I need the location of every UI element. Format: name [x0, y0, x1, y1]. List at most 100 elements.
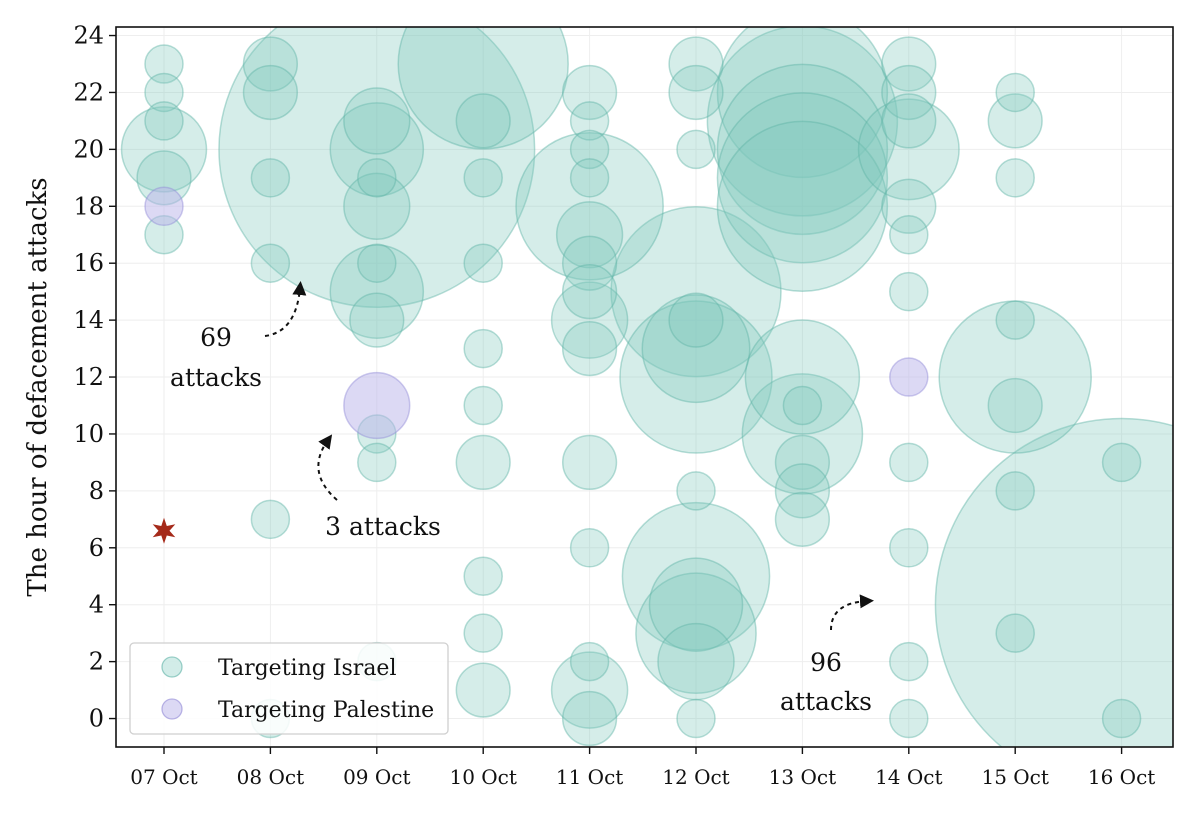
y-tick-label: 16: [73, 249, 104, 277]
bubble-israel: [455, 434, 511, 491]
bubble-israel: [995, 72, 1035, 113]
x-tick-label: 07 Oct: [130, 765, 197, 789]
bubble-israel: [676, 129, 716, 170]
bubble-israel: [774, 434, 831, 491]
x-tick-label: 09 Oct: [343, 765, 410, 789]
bubble-israel: [561, 320, 618, 377]
legend-label-palestine: Targeting Palestine: [218, 698, 434, 723]
bubble-israel: [641, 294, 751, 404]
y-tick-label: 10: [73, 420, 104, 448]
bubble-israel: [550, 281, 629, 359]
bubble-israel: [561, 264, 618, 320]
annotation-69-attacks: 69 attacks: [170, 281, 307, 392]
bubble-palestine: [889, 357, 929, 397]
bubble-israel: [716, 92, 889, 264]
bubble-israel: [774, 491, 831, 547]
annotation-3-attacks: 3 attacks: [317, 434, 441, 541]
bubble-israel: [889, 528, 929, 568]
bubble-israel: [144, 72, 184, 113]
bubble-israel: [357, 442, 397, 483]
bubble-israel: [463, 328, 503, 369]
annotation-96-arrow: [830, 594, 874, 631]
bubble-israel: [561, 434, 618, 491]
bubble-israel: [995, 613, 1035, 653]
bubble-israel: [569, 129, 610, 170]
bubble-israel: [706, 27, 899, 217]
bubble-israel: [782, 385, 823, 426]
bubble-israel: [889, 271, 929, 312]
x-tick-label: 16 Oct: [1088, 765, 1155, 789]
x-tick-label: 08 Oct: [237, 765, 304, 789]
y-tick-label: 2: [89, 648, 104, 676]
bubble-israel: [889, 698, 929, 739]
y-tick-label: 24: [73, 22, 104, 50]
bubble-israel: [242, 64, 299, 121]
bubble-israel: [668, 64, 724, 121]
bubble-palestine: [144, 186, 184, 227]
x-tick-label: 12 Oct: [662, 765, 729, 789]
legend-swatch-israel: [161, 656, 183, 678]
annotation-96-attacks: 96 attacks: [780, 594, 874, 716]
bubble-israel: [463, 613, 503, 653]
bubble-israel: [561, 690, 618, 747]
bubble-israel: [329, 244, 425, 339]
bubble-israel: [995, 300, 1035, 340]
y-tick-label: 0: [89, 705, 104, 733]
grid: [116, 27, 1173, 747]
y-tick-label: 6: [89, 534, 104, 562]
bubble-israel: [144, 44, 184, 84]
bubble-israel: [1101, 442, 1142, 483]
y-tick-label: 12: [73, 363, 104, 391]
annotation-69-word: attacks: [170, 363, 262, 392]
bubble-israel: [676, 698, 716, 739]
y-tick-label: 14: [73, 306, 104, 334]
bubble-israel: [397, 27, 569, 150]
y-tick-label: 18: [73, 192, 104, 220]
bubble-israel: [716, 120, 889, 293]
x-tick-label: 15 Oct: [981, 765, 1048, 789]
bubble-israel: [881, 64, 937, 121]
plot-frame: [115, 26, 1174, 748]
bubble-israel: [716, 27, 889, 179]
annotation-3-arrow: [317, 434, 338, 501]
bubble-israel: [569, 528, 610, 568]
bubble-israel: [144, 101, 184, 141]
bubble-israel: [357, 158, 397, 198]
bubble-israel: [463, 556, 503, 596]
bubble-israel: [569, 158, 610, 198]
bubble-israel: [668, 292, 724, 348]
bubble-palestine: [343, 371, 411, 440]
annotation-3-text: 3 attacks: [325, 512, 441, 541]
y-tick-label: 20: [73, 135, 104, 163]
bubble-israel: [995, 471, 1035, 511]
bubble-israel: [881, 178, 937, 234]
star-marker: [152, 517, 176, 544]
bubble-israel: [648, 557, 744, 652]
bubble-israel: [995, 158, 1035, 198]
bubble-israel: [550, 651, 629, 729]
bubble-israel: [569, 641, 610, 682]
bubble-israel: [250, 499, 291, 540]
bubble-israel: [934, 417, 1173, 747]
bubble-israel: [774, 463, 831, 519]
annotation-96-word: attacks: [780, 687, 872, 716]
annotation-69-number: 69: [200, 323, 232, 352]
bubble-israel: [569, 101, 610, 141]
bubble-israel: [716, 63, 889, 236]
legend-box: [129, 642, 449, 735]
bubble-israel: [857, 98, 960, 201]
bubble-israel: [744, 319, 861, 435]
bubble-israel: [329, 102, 425, 197]
bubble-israel: [881, 93, 937, 149]
bubble-israel: [561, 64, 618, 121]
annotation-69-arrow: [264, 281, 307, 337]
bubble-israel: [455, 93, 511, 149]
bubble-israel: [889, 214, 929, 255]
bubble-israel: [621, 501, 771, 651]
bubble-israel: [741, 373, 864, 495]
bubble-israel: [610, 205, 782, 378]
bubble-israel: [343, 172, 411, 240]
bubble-israel: [242, 36, 299, 92]
